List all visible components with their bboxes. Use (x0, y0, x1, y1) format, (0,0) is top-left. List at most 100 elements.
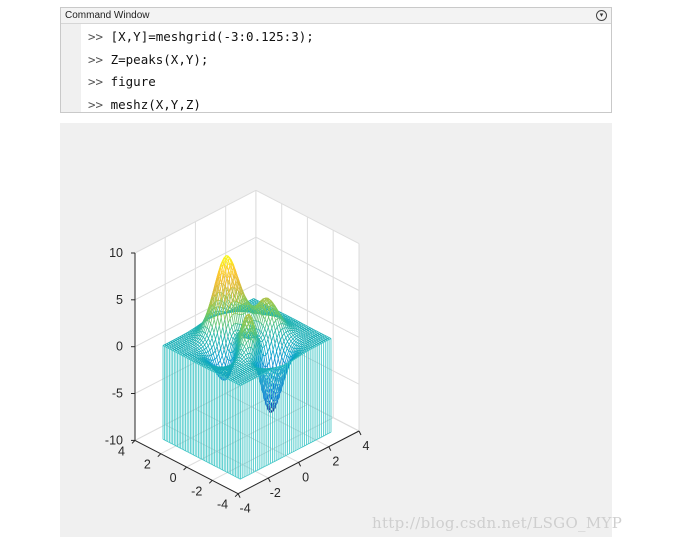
mesh-line (216, 357, 219, 364)
mesh-line (283, 333, 287, 338)
mesh-line (253, 313, 256, 321)
mesh-line (268, 306, 271, 310)
curtain-line (174, 444, 177, 447)
mesh-line (202, 346, 205, 350)
mesh-line (203, 352, 207, 356)
mesh-line (230, 345, 234, 353)
mesh-line (199, 344, 202, 347)
mesh-line (194, 337, 198, 341)
curtain-line (311, 347, 315, 349)
mesh-line (251, 347, 254, 357)
mesh-line (281, 356, 284, 362)
mesh-line (225, 336, 229, 344)
curtain-line (193, 454, 196, 457)
back-gridline (134, 283, 257, 348)
curtain-line (180, 448, 183, 450)
mesh-line (204, 339, 207, 343)
mesh-line (268, 355, 272, 362)
chevron-circle-down-icon[interactable]: ▾ (596, 10, 607, 21)
mesh-line (197, 342, 200, 346)
mesh-line (276, 333, 280, 338)
mesh-line (216, 353, 220, 358)
mesh-line (241, 352, 245, 356)
curtain-line (255, 470, 258, 472)
mesh-line (281, 341, 285, 346)
curtain-line (182, 448, 185, 451)
mesh-line (232, 332, 236, 336)
mesh-line (208, 313, 212, 322)
mesh-line (204, 344, 207, 349)
command-line[interactable]: >> Z=peaks(X,Y); (88, 52, 208, 67)
mesh-line (205, 314, 209, 322)
mesh-line (201, 340, 204, 343)
mesh-line (274, 330, 278, 338)
mesh-line (295, 345, 298, 349)
mesh-line (281, 333, 285, 337)
mesh-line (230, 338, 234, 345)
mesh-line (225, 269, 228, 279)
curtain-line (325, 433, 328, 436)
mesh-line (208, 329, 211, 334)
command-line[interactable]: >> [X,Y]=meshgrid(-3:0.125:3); (88, 29, 314, 44)
mesh-line (205, 352, 209, 357)
curtain-line (220, 468, 223, 471)
curtain-line (262, 372, 266, 375)
curtain-line (249, 472, 252, 475)
mesh-line (244, 326, 248, 332)
mesh-line (216, 276, 219, 286)
mesh-line (260, 301, 263, 307)
mesh-line (227, 323, 231, 332)
mesh-line (209, 355, 212, 361)
curtain-line (276, 459, 279, 461)
curtain-line (162, 438, 165, 441)
mesh-line (212, 353, 216, 360)
mesh-line (220, 306, 223, 309)
curtain-line (242, 476, 245, 479)
mesh-line (229, 318, 233, 327)
curtain-line (243, 382, 247, 384)
command-text: [X,Y]=meshgrid(-3:0.125:3); (110, 29, 314, 44)
mesh-line (232, 266, 236, 277)
curtain-line (310, 441, 313, 444)
curtain-line (172, 443, 175, 446)
mesh-line (224, 329, 227, 337)
mesh-line (241, 303, 244, 315)
mesh-line (272, 358, 276, 366)
mesh-line (215, 310, 219, 318)
curtain-line (232, 474, 235, 477)
mesh-line (228, 290, 231, 304)
mesh-line (267, 351, 270, 362)
curtain-line (283, 363, 286, 366)
command-line[interactable]: >> meshz(X,Y,Z) (88, 97, 201, 112)
mesh-line (200, 348, 203, 351)
curtain-line (198, 457, 201, 459)
mesh-line (213, 344, 216, 351)
mesh-line (225, 358, 228, 366)
mesh-line (253, 335, 257, 349)
mesh-line (222, 258, 225, 266)
mesh-line (246, 306, 250, 310)
mesh-line (213, 311, 216, 316)
mesh-line (207, 307, 210, 315)
mesh-line (269, 341, 272, 348)
mesh-line (292, 335, 295, 338)
curtain-line (287, 362, 290, 364)
mesh-line (223, 361, 226, 366)
curtain-line (262, 466, 266, 468)
mesh-line (291, 348, 295, 353)
curtain-line (313, 346, 317, 348)
curtain-line (304, 351, 307, 354)
mesh-line (235, 323, 238, 331)
mesh-line (214, 296, 217, 307)
curtain-line (238, 477, 241, 480)
curtain-line (308, 349, 311, 351)
mesh-line (244, 342, 247, 347)
mesh-line (282, 320, 286, 325)
curtain-line (204, 460, 207, 463)
mesh-line (264, 332, 267, 339)
mesh-line (243, 352, 247, 356)
curtain-line (289, 452, 292, 455)
command-line[interactable]: >> figure (88, 74, 156, 89)
mesh-line (264, 322, 268, 329)
